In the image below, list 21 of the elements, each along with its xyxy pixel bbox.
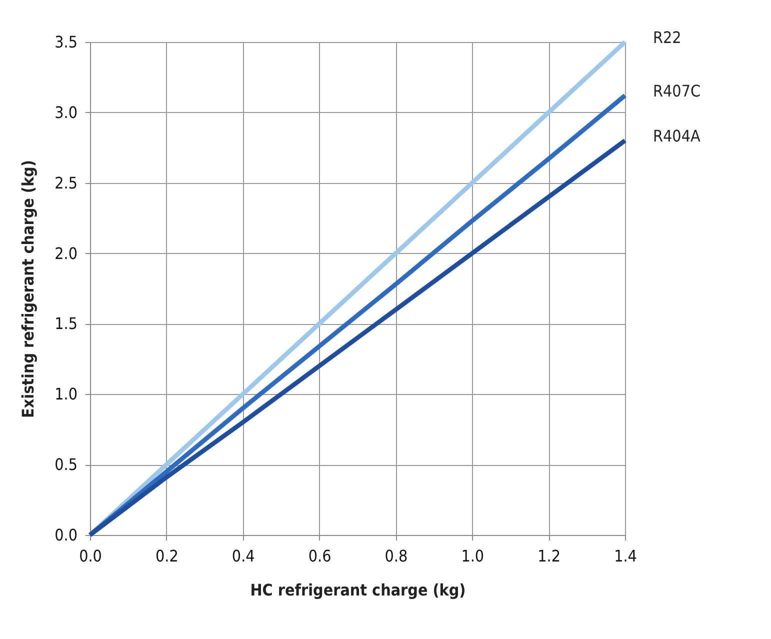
series-label: R407C	[653, 82, 701, 101]
y-tick-label: 2.5	[54, 173, 78, 192]
x-tick-label: 0.4	[232, 546, 255, 566]
x-tick-label: 1.0	[461, 546, 484, 566]
series-label: R404A	[653, 126, 700, 146]
x-tick-label: 1.2	[538, 546, 561, 566]
y-tick-label: 1.0	[54, 384, 78, 404]
y-axis-title: Existing refrigerant charge (kg)	[18, 160, 38, 418]
y-tick-label: 3.0	[54, 102, 78, 122]
y-tick-label: 0.5	[54, 455, 78, 474]
y-tick-label: 0.0	[54, 526, 78, 544]
y-tick-label: 1.5	[54, 314, 78, 334]
x-tick-label: 0.2	[155, 546, 178, 566]
y-tick-label: 3.5	[54, 32, 78, 52]
series-label: R22	[653, 28, 682, 47]
y-tick-label: 2.0	[54, 244, 78, 263]
x-tick-label: 1.4	[614, 546, 637, 566]
x-tick-label: 0.0	[79, 546, 102, 566]
x-axis-title: HC refrigerant charge (kg)	[250, 580, 466, 600]
x-tick-label: 0.8	[384, 546, 408, 566]
x-tick-label: 0.6	[308, 546, 332, 566]
